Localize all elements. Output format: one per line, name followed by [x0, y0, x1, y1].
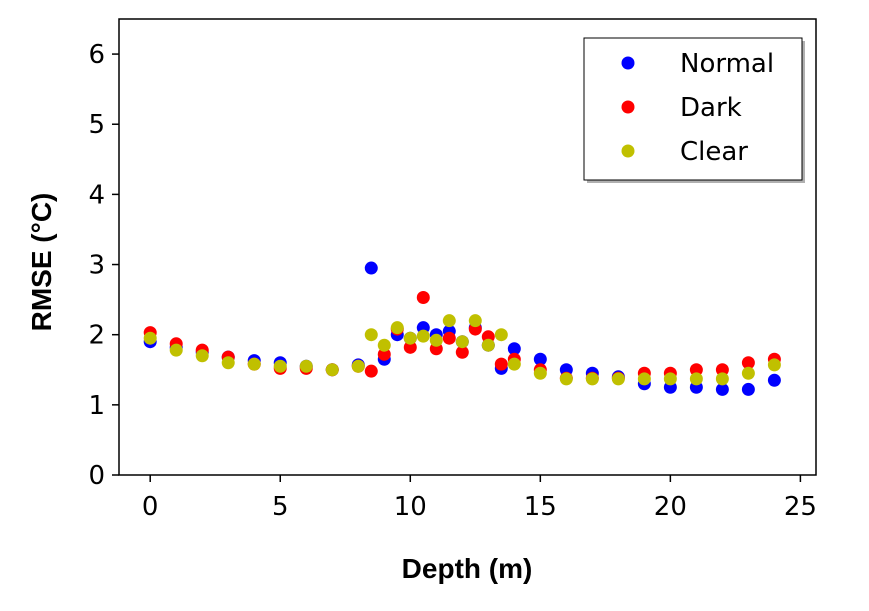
legend-label-dark: Dark [680, 93, 742, 123]
x-tick-label: 10 [394, 492, 427, 522]
x-axis-title: Depth (m) [402, 553, 533, 584]
data-point-clear [559, 372, 573, 386]
y-tick-label: 1 [88, 391, 105, 421]
data-point-normal [767, 373, 781, 387]
data-point-clear [416, 329, 430, 343]
data-point-clear [390, 321, 404, 335]
series-clear [143, 314, 781, 386]
x-tick-label: 5 [272, 492, 289, 522]
data-point-clear [325, 363, 339, 377]
y-tick-label: 5 [88, 110, 105, 140]
data-point-clear [143, 331, 157, 345]
data-point-clear [247, 357, 261, 371]
y-axis-ticks: 0 1 2 3 4 5 6 [88, 40, 119, 491]
x-axis-ticks: 0 5 10 15 20 25 [142, 475, 817, 522]
data-point-normal [741, 382, 755, 396]
data-point-clear [364, 328, 378, 342]
data-point-dark [403, 340, 417, 354]
y-tick-label: 6 [88, 40, 105, 70]
y-tick-label: 3 [88, 251, 105, 281]
data-point-clear [377, 338, 391, 352]
data-point-dark [364, 364, 378, 378]
data-point-clear [611, 372, 625, 386]
data-point-dark [494, 357, 508, 371]
data-point-dark [455, 345, 469, 359]
legend: Normal Dark Clear [583, 37, 805, 183]
y-tick-label: 4 [88, 180, 105, 210]
data-point-clear [429, 333, 443, 347]
data-point-clear [507, 357, 521, 371]
data-point-dark [741, 356, 755, 370]
plot-markers [143, 261, 781, 396]
x-tick-label: 15 [524, 492, 557, 522]
legend-box [583, 37, 803, 181]
data-point-clear [351, 359, 365, 373]
x-tick-label: 0 [142, 492, 159, 522]
data-point-clear [468, 314, 482, 328]
legend-label-clear: Clear [680, 137, 748, 167]
legend-marker-normal [621, 56, 635, 70]
data-point-normal [507, 342, 521, 356]
y-axis-title: RMSE (°C) [26, 193, 57, 332]
data-point-normal [364, 261, 378, 275]
data-point-clear [299, 359, 313, 373]
data-point-clear [195, 349, 209, 363]
data-point-dark [715, 363, 729, 377]
data-point-clear [741, 366, 755, 380]
legend-marker-clear [621, 144, 635, 158]
data-point-normal [533, 352, 547, 366]
data-point-dark [689, 363, 703, 377]
data-point-clear [689, 372, 703, 386]
x-tick-label: 20 [654, 492, 687, 522]
plot-area-frame [118, 18, 817, 476]
data-point-clear [767, 358, 781, 372]
data-point-dark [377, 347, 391, 361]
data-point-clear [403, 331, 417, 345]
data-point-clear [494, 328, 508, 342]
data-point-clear [715, 372, 729, 386]
data-point-clear [221, 356, 235, 370]
data-point-clear [585, 372, 599, 386]
data-point-dark [442, 331, 456, 345]
x-tick-label: 25 [784, 492, 817, 522]
data-point-clear [442, 314, 456, 328]
data-point-normal [715, 382, 729, 396]
data-point-clear [273, 359, 287, 373]
data-point-clear [663, 372, 677, 386]
legend-label-normal: Normal [680, 49, 774, 79]
y-tick-label: 2 [88, 321, 105, 351]
data-point-clear [637, 372, 651, 386]
data-point-clear [533, 366, 547, 380]
data-point-clear [481, 338, 495, 352]
data-point-clear [169, 343, 183, 357]
data-point-clear [455, 335, 469, 349]
legend-marker-dark [621, 100, 635, 114]
y-tick-label: 0 [88, 461, 105, 491]
data-point-dark [416, 291, 430, 305]
